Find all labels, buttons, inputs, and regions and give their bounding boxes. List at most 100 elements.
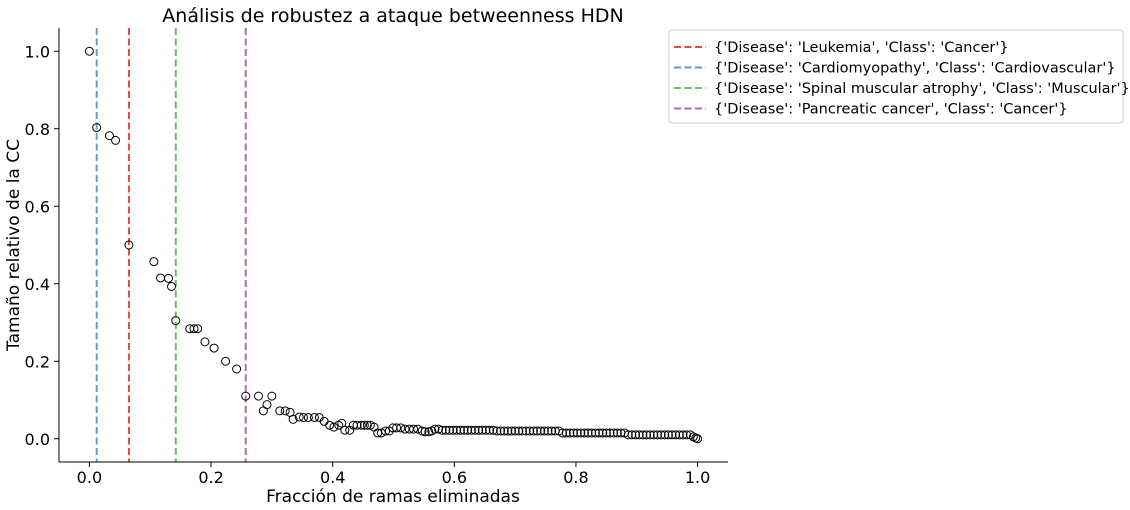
data-point [325, 420, 335, 430]
data-point [543, 426, 553, 436]
data-point [84, 46, 94, 56]
data-point [362, 420, 372, 430]
data-point [404, 424, 414, 434]
data-point [452, 425, 462, 435]
data-point [598, 428, 608, 438]
data-point [470, 425, 480, 435]
x-axis-label: Fracción de ramas eliminadas [266, 487, 520, 507]
data-point [427, 426, 437, 436]
y-tick-label: 0.6 [25, 197, 50, 216]
data-point [193, 324, 203, 334]
data-point [209, 343, 219, 353]
data-point [420, 427, 430, 437]
data-point [481, 425, 491, 435]
data-point [262, 400, 272, 410]
data-point [685, 430, 695, 440]
y-tick-label: 1.0 [25, 42, 50, 61]
data-point [612, 428, 622, 438]
data-point [359, 420, 369, 430]
data-point [547, 426, 557, 436]
data-point [605, 428, 615, 438]
data-point [294, 412, 304, 422]
data-point [396, 423, 406, 433]
data-point [627, 430, 637, 440]
data-point [590, 428, 600, 438]
data-point [652, 430, 662, 440]
data-point [572, 428, 582, 438]
legend-label-2: {'Disease': 'Spinal muscular atrophy', '… [714, 81, 1130, 97]
data-point [609, 428, 619, 438]
data-point [329, 422, 339, 432]
data-point [649, 430, 659, 440]
data-point [682, 430, 692, 440]
legend-label-1: {'Disease': 'Cardiomyopathy', 'Class': '… [714, 61, 1116, 77]
x-tick-label: 0.0 [77, 468, 102, 487]
data-point [623, 430, 633, 440]
data-point [539, 426, 549, 436]
data-point [656, 430, 666, 440]
data-point [171, 316, 181, 326]
data-point [485, 425, 495, 435]
x-tick-label: 0.6 [442, 468, 467, 487]
data-point [587, 428, 597, 438]
data-point [334, 420, 344, 430]
data-point [241, 391, 251, 401]
data-point [631, 430, 641, 440]
data-point [104, 131, 114, 141]
plot-area [84, 28, 703, 462]
legend-label-0: {'Disease': 'Leukemia', 'Class': 'Cancer… [714, 40, 1009, 56]
data-point [569, 428, 579, 438]
data-point [466, 425, 476, 435]
data-point [525, 426, 535, 436]
data-point [392, 423, 402, 433]
data-point [671, 430, 681, 440]
legend-frame [668, 29, 1124, 124]
data-point [558, 428, 568, 438]
data-point [528, 426, 538, 436]
y-tick-label: 0.2 [25, 352, 50, 371]
data-point [288, 414, 298, 424]
x-ticks: 0.0 0.2 0.4 0.6 0.8 1.0 [77, 462, 710, 487]
data-point [381, 426, 391, 436]
data-point [280, 406, 290, 416]
data-point [645, 430, 655, 440]
data-point [448, 425, 458, 435]
data-point [521, 426, 531, 436]
data-point [352, 420, 362, 430]
data-point [430, 424, 440, 434]
data-point [663, 430, 673, 440]
data-point [455, 425, 465, 435]
data-point [634, 430, 644, 440]
data-point [340, 425, 350, 435]
data-point [693, 434, 703, 444]
data-point [536, 426, 546, 436]
data-point [506, 426, 516, 436]
x-tick-label: 1.0 [685, 468, 710, 487]
data-point [303, 412, 313, 422]
x-tick-label: 0.2 [198, 468, 223, 487]
y-tick-label: 0.0 [25, 430, 50, 449]
legend-label-3: {'Disease': 'Pancreatic cancer', 'Class'… [714, 102, 1068, 118]
data-point [163, 273, 173, 283]
data-point [92, 123, 102, 133]
data-point [583, 428, 593, 438]
data-point [356, 420, 366, 430]
data-point [434, 424, 444, 434]
data-point [459, 425, 469, 435]
y-ticks: 0.0 0.2 0.4 0.6 0.8 1.0 [25, 42, 59, 449]
data-point [579, 428, 589, 438]
data-point [253, 391, 263, 401]
data-point [532, 426, 542, 436]
data-point [409, 424, 419, 434]
x-tick-label: 0.4 [320, 468, 345, 487]
data-point [499, 426, 509, 436]
data-point [156, 273, 166, 283]
data-point [477, 425, 487, 435]
data-point [678, 430, 688, 440]
data-point [660, 430, 670, 440]
y-tick-label: 0.8 [25, 120, 50, 139]
data-point [267, 391, 277, 401]
data-point [309, 412, 319, 422]
data-point [594, 428, 604, 438]
data-point [441, 425, 451, 435]
